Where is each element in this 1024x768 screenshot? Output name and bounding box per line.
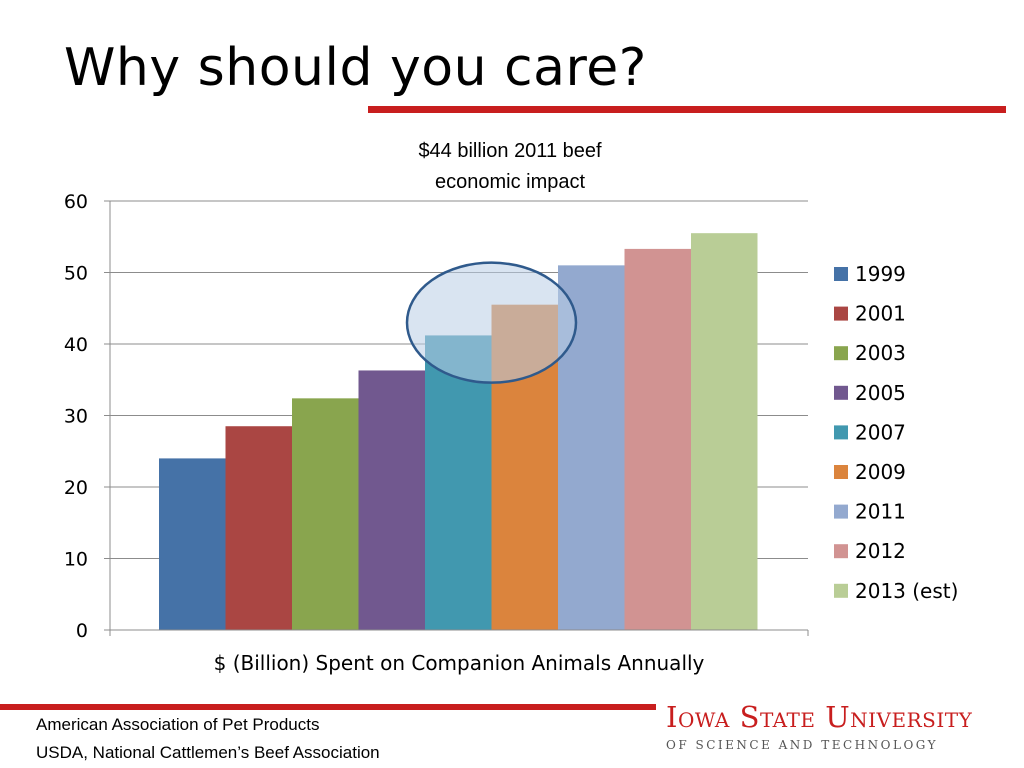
- legend-swatch: [834, 465, 848, 479]
- highlight-ellipse: [405, 261, 578, 384]
- bar-2003: [292, 398, 359, 630]
- y-tick-label: 60: [64, 191, 88, 213]
- logo-tagline: OF SCIENCE AND TECHNOLOGY: [666, 738, 939, 752]
- bar-2005: [358, 370, 425, 630]
- legend-swatch: [834, 267, 848, 281]
- y-tick-label: 50: [64, 263, 88, 285]
- bar-2012: [624, 248, 691, 630]
- y-tick-label: 10: [64, 549, 88, 571]
- university-logo: Iowa State University OF SCIENCE AND TEC…: [666, 700, 1020, 760]
- source-line-1: American Association of Pet Products: [36, 715, 320, 734]
- title-underline: [368, 106, 1006, 113]
- annotation-line-1: $44 billion 2011 beef: [418, 140, 602, 162]
- slide-title: Why should you care?: [64, 38, 647, 98]
- source-line-2: USDA, National Cattlemen’s Beef Associat…: [36, 743, 380, 762]
- x-axis-label: $ (Billion) Spent on Companion Animals A…: [214, 651, 705, 675]
- legend-swatch: [834, 346, 848, 361]
- y-tick-label: 20: [64, 477, 88, 499]
- y-tick-labels: 0 10 20 30 40 50 60: [64, 191, 88, 642]
- legend-label: 2001: [855, 302, 906, 326]
- legend-swatch: [834, 385, 848, 400]
- chart-axes: [109, 201, 809, 636]
- legend-label: 2013 (est): [855, 579, 958, 603]
- y-tick-label: 30: [64, 406, 88, 428]
- source-credits: American Association of Pet Products USD…: [36, 711, 380, 767]
- legend-label: 2007: [855, 420, 906, 444]
- y-tick-label: 40: [64, 334, 88, 356]
- bar-2013-est: [691, 233, 758, 631]
- legend-swatch: [834, 504, 848, 519]
- legend-label: 1999: [855, 262, 906, 286]
- legend-swatch: [834, 425, 848, 440]
- chart-annotation: $44 billion 2011 beef economic impact: [370, 136, 650, 198]
- bar-1999: [159, 458, 226, 630]
- footer-rule: [0, 704, 656, 710]
- legend-label: 2009: [855, 460, 906, 484]
- legend-label: 2011: [855, 500, 906, 524]
- bar-chart: 0 10 20 30 40 50 60 $ (Billion) Spent on Compa…: [64, 191, 959, 675]
- legend-label: 2005: [855, 381, 906, 405]
- chart-highlight: [405, 261, 578, 384]
- legend-swatch: [834, 306, 848, 321]
- bar-2001: [225, 426, 292, 630]
- y-tick-label: 0: [76, 620, 88, 642]
- legend-swatch: [834, 544, 848, 559]
- legend-label: 2012: [855, 539, 906, 563]
- legend-swatch: [834, 583, 848, 598]
- legend-label: 2003: [855, 341, 906, 365]
- chart-legend: 1999 2001 2003 2005 2007 2009 2011 2012 2013 (es…: [834, 262, 958, 603]
- logo-wordmark: Iowa State University: [666, 700, 973, 734]
- bar-2007: [425, 335, 492, 630]
- annotation-line-2: economic impact: [434, 171, 586, 193]
